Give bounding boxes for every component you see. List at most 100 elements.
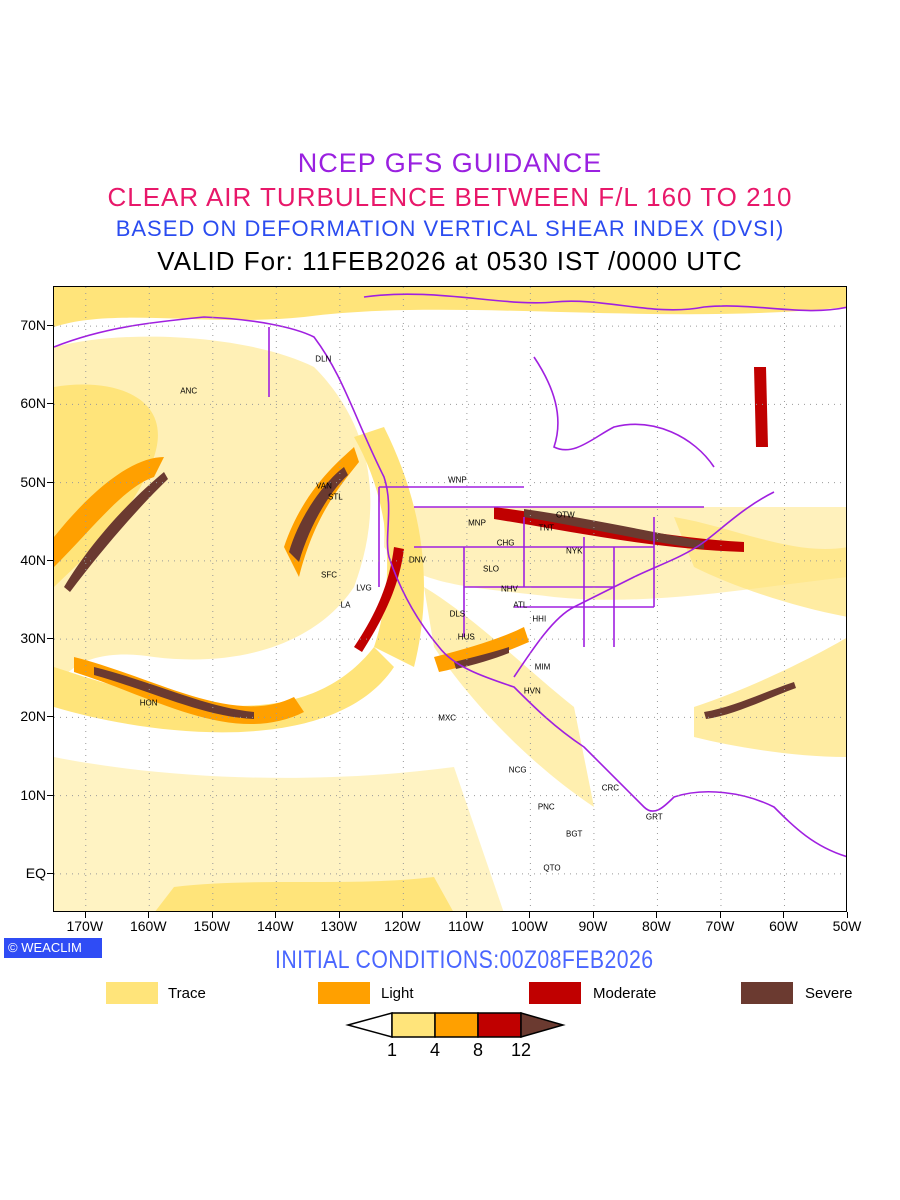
tick: [47, 716, 53, 718]
tick: [847, 912, 848, 918]
tick: [211, 912, 213, 918]
turbulence-map: DLN ANC VAN STL WNP MNP TNT OTW CHG NYK DNV SFC SLO L…: [53, 286, 847, 912]
colorbar-label: 12: [510, 1040, 532, 1060]
city-label: NHV: [500, 584, 518, 594]
initial-conditions: INITIAL CONDITIONS:00Z08FEB2026: [275, 946, 654, 974]
colorbar: [345, 1012, 566, 1038]
tick: [47, 559, 53, 561]
tick: [338, 912, 340, 918]
tick: [47, 794, 53, 796]
lon-label: 80W: [642, 918, 671, 934]
lat-label: 20N: [20, 708, 46, 725]
severe-areas: [64, 467, 796, 719]
city-label: MXC: [438, 713, 457, 723]
city-label: PNC: [537, 802, 555, 812]
coastlines-and-borders: [54, 293, 846, 858]
city-label: HUS: [457, 632, 475, 642]
tick: [47, 481, 53, 483]
city-label: NYK: [565, 546, 583, 556]
colorbar-severe: [520, 1012, 566, 1038]
city-label: CHG: [496, 538, 515, 548]
lat-label: EQ: [25, 864, 46, 881]
lat-label: 10N: [20, 786, 46, 803]
tick: [47, 325, 53, 327]
lon-label: 160W: [129, 918, 167, 934]
tick: [47, 403, 53, 405]
tick: [656, 912, 658, 918]
lon-label: 70W: [705, 918, 735, 934]
city-label: SLO: [483, 564, 500, 574]
colorbar-trace: [391, 1012, 436, 1038]
tick: [402, 912, 404, 918]
city-label: LA: [340, 600, 351, 610]
legend-label-moderate: Moderate: [593, 985, 657, 1002]
legend-swatch-trace: [106, 982, 158, 1004]
colorbar-label: 1: [386, 1040, 398, 1060]
lon-label: 50W: [832, 918, 862, 934]
tick: [148, 912, 150, 918]
lon-label: 90W: [578, 918, 608, 934]
city-label: HHI: [532, 614, 547, 624]
city-label: SFC: [321, 570, 338, 580]
city-label: HON: [139, 698, 158, 708]
legend-label-severe: Severe: [805, 985, 853, 1002]
lat-label: 70N: [20, 317, 46, 334]
colorbar-label: 4: [429, 1040, 441, 1060]
city-label: MIM: [534, 662, 551, 672]
colorbar-label: 8: [472, 1040, 484, 1060]
tick: [719, 912, 721, 918]
lon-label: 110W: [448, 918, 484, 934]
city-label: DNV: [408, 555, 426, 565]
tick: [275, 912, 277, 918]
lon-label: 130W: [320, 918, 358, 934]
city-label: HVN: [523, 686, 541, 696]
logo-text: WEACLIM: [21, 940, 82, 955]
colorbar-moderate: [477, 1012, 522, 1038]
city-label: QTO: [543, 863, 561, 873]
legend-swatch-severe: [741, 982, 793, 1004]
city-label: CRC: [601, 783, 620, 793]
lat-label: 60N: [20, 395, 46, 412]
legend-swatch-light: [318, 982, 370, 1004]
city-label: TNT: [538, 523, 555, 533]
lon-label: 150W: [193, 918, 231, 934]
legend-swatch-moderate: [529, 982, 581, 1004]
lon-label: 170W: [66, 918, 104, 934]
tick: [47, 638, 53, 640]
city-label: DLN: [315, 354, 332, 364]
city-label: WNP: [448, 475, 467, 485]
city-label: LVG: [356, 583, 372, 593]
city-label: ANC: [180, 386, 198, 396]
map-shading: [54, 287, 846, 911]
lon-label: 140W: [257, 918, 294, 934]
tick: [783, 912, 785, 918]
title-line-3: BASED ON DEFORMATION VERTICAL SHEAR INDE…: [115, 216, 785, 241]
title-line-2: CLEAR AIR TURBULENCE BETWEEN F/L 160 TO …: [107, 182, 793, 212]
colorbar-under: [345, 1012, 393, 1038]
lat-label: 50N: [20, 473, 46, 490]
tick: [47, 872, 53, 874]
city-label: NCG: [508, 765, 527, 775]
lat-label: 30N: [20, 630, 46, 647]
tick: [592, 912, 594, 918]
city-label: DLS: [449, 609, 466, 619]
graticule: [54, 287, 846, 911]
city-label: OTW: [555, 510, 575, 520]
city-label: VAN: [316, 481, 332, 491]
city-label: MNP: [468, 518, 486, 528]
lon-label: 120W: [384, 918, 421, 934]
colorbar-light: [434, 1012, 479, 1038]
lon-label: 60W: [769, 918, 798, 934]
legend-label-light: Light: [381, 985, 414, 1002]
city-label: ATL: [513, 600, 528, 610]
tick: [465, 912, 467, 918]
trace-areas: [54, 287, 846, 911]
tick: [529, 912, 531, 918]
city-label: GRT: [645, 812, 663, 822]
city-label: STL: [328, 492, 343, 502]
legend-label-trace: Trace: [168, 985, 206, 1002]
tick: [84, 912, 86, 918]
lat-label: 40N: [20, 551, 46, 568]
valid-time: VALID For: 11FEB2026 at 0530 IST /0000 U…: [157, 246, 743, 276]
weaclim-logo: © WEACLIM: [4, 938, 102, 958]
